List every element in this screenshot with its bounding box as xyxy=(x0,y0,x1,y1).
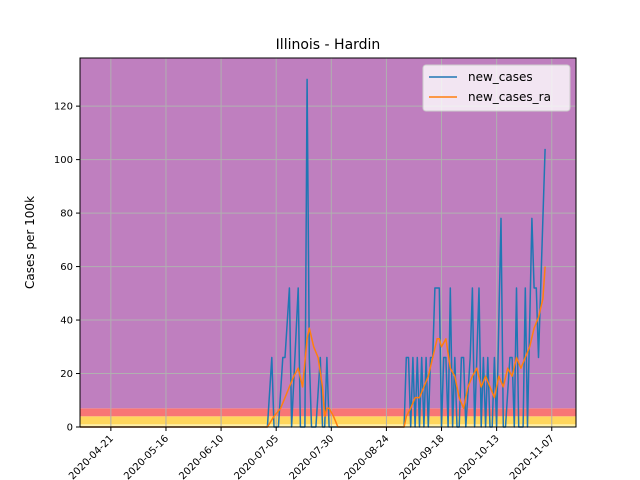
x-axis: 2020-04-21 2020-05-16 2020-06-10 2020-07-05… xyxy=(67,427,557,480)
x-tick-label-3: 2020-07-05 xyxy=(232,433,281,480)
y-tick-label-6: 120 xyxy=(54,102,73,113)
background-band-0 xyxy=(80,424,576,427)
y-tick-label-2: 40 xyxy=(60,316,73,327)
y-axis: 0 20 40 60 80 100 120 xyxy=(54,102,80,434)
chart-title: Illinois - Hardin xyxy=(276,37,381,53)
x-tick-label-4: 2020-07-30 xyxy=(288,433,337,480)
x-tick-label-7: 2020-10-13 xyxy=(453,433,502,480)
series-line-new_cases_ra xyxy=(80,266,546,428)
y-tick-label-5: 100 xyxy=(54,155,73,166)
x-tick-label-2: 2020-06-10 xyxy=(177,433,226,480)
y-axis-label: Cases per 100k xyxy=(23,196,37,289)
x-tick-label-8: 2020-11-07 xyxy=(508,433,557,480)
background-band-3 xyxy=(80,58,576,409)
series-line-new_cases xyxy=(80,78,546,428)
x-tick-label-0: 2020-04-21 xyxy=(67,433,116,480)
y-tick-label-1: 20 xyxy=(60,369,73,380)
legend-label-new_cases: new_cases xyxy=(468,70,533,84)
x-tick-label-6: 2020-09-18 xyxy=(398,433,447,480)
series-lines xyxy=(80,78,546,428)
y-tick-label-4: 80 xyxy=(60,209,73,220)
x-tick-label-1: 2020-05-16 xyxy=(122,433,171,480)
legend-box xyxy=(422,64,571,112)
x-tick-label-5: 2020-08-24 xyxy=(343,433,392,480)
y-tick-label-3: 60 xyxy=(60,262,73,273)
plot-frame xyxy=(79,57,577,428)
background-band-1 xyxy=(80,416,576,425)
y-tick-label-0: 0 xyxy=(67,423,73,434)
legend: new_cases new_cases_ra xyxy=(422,64,571,112)
legend-label-new_cases_ra: new_cases_ra xyxy=(468,90,551,104)
